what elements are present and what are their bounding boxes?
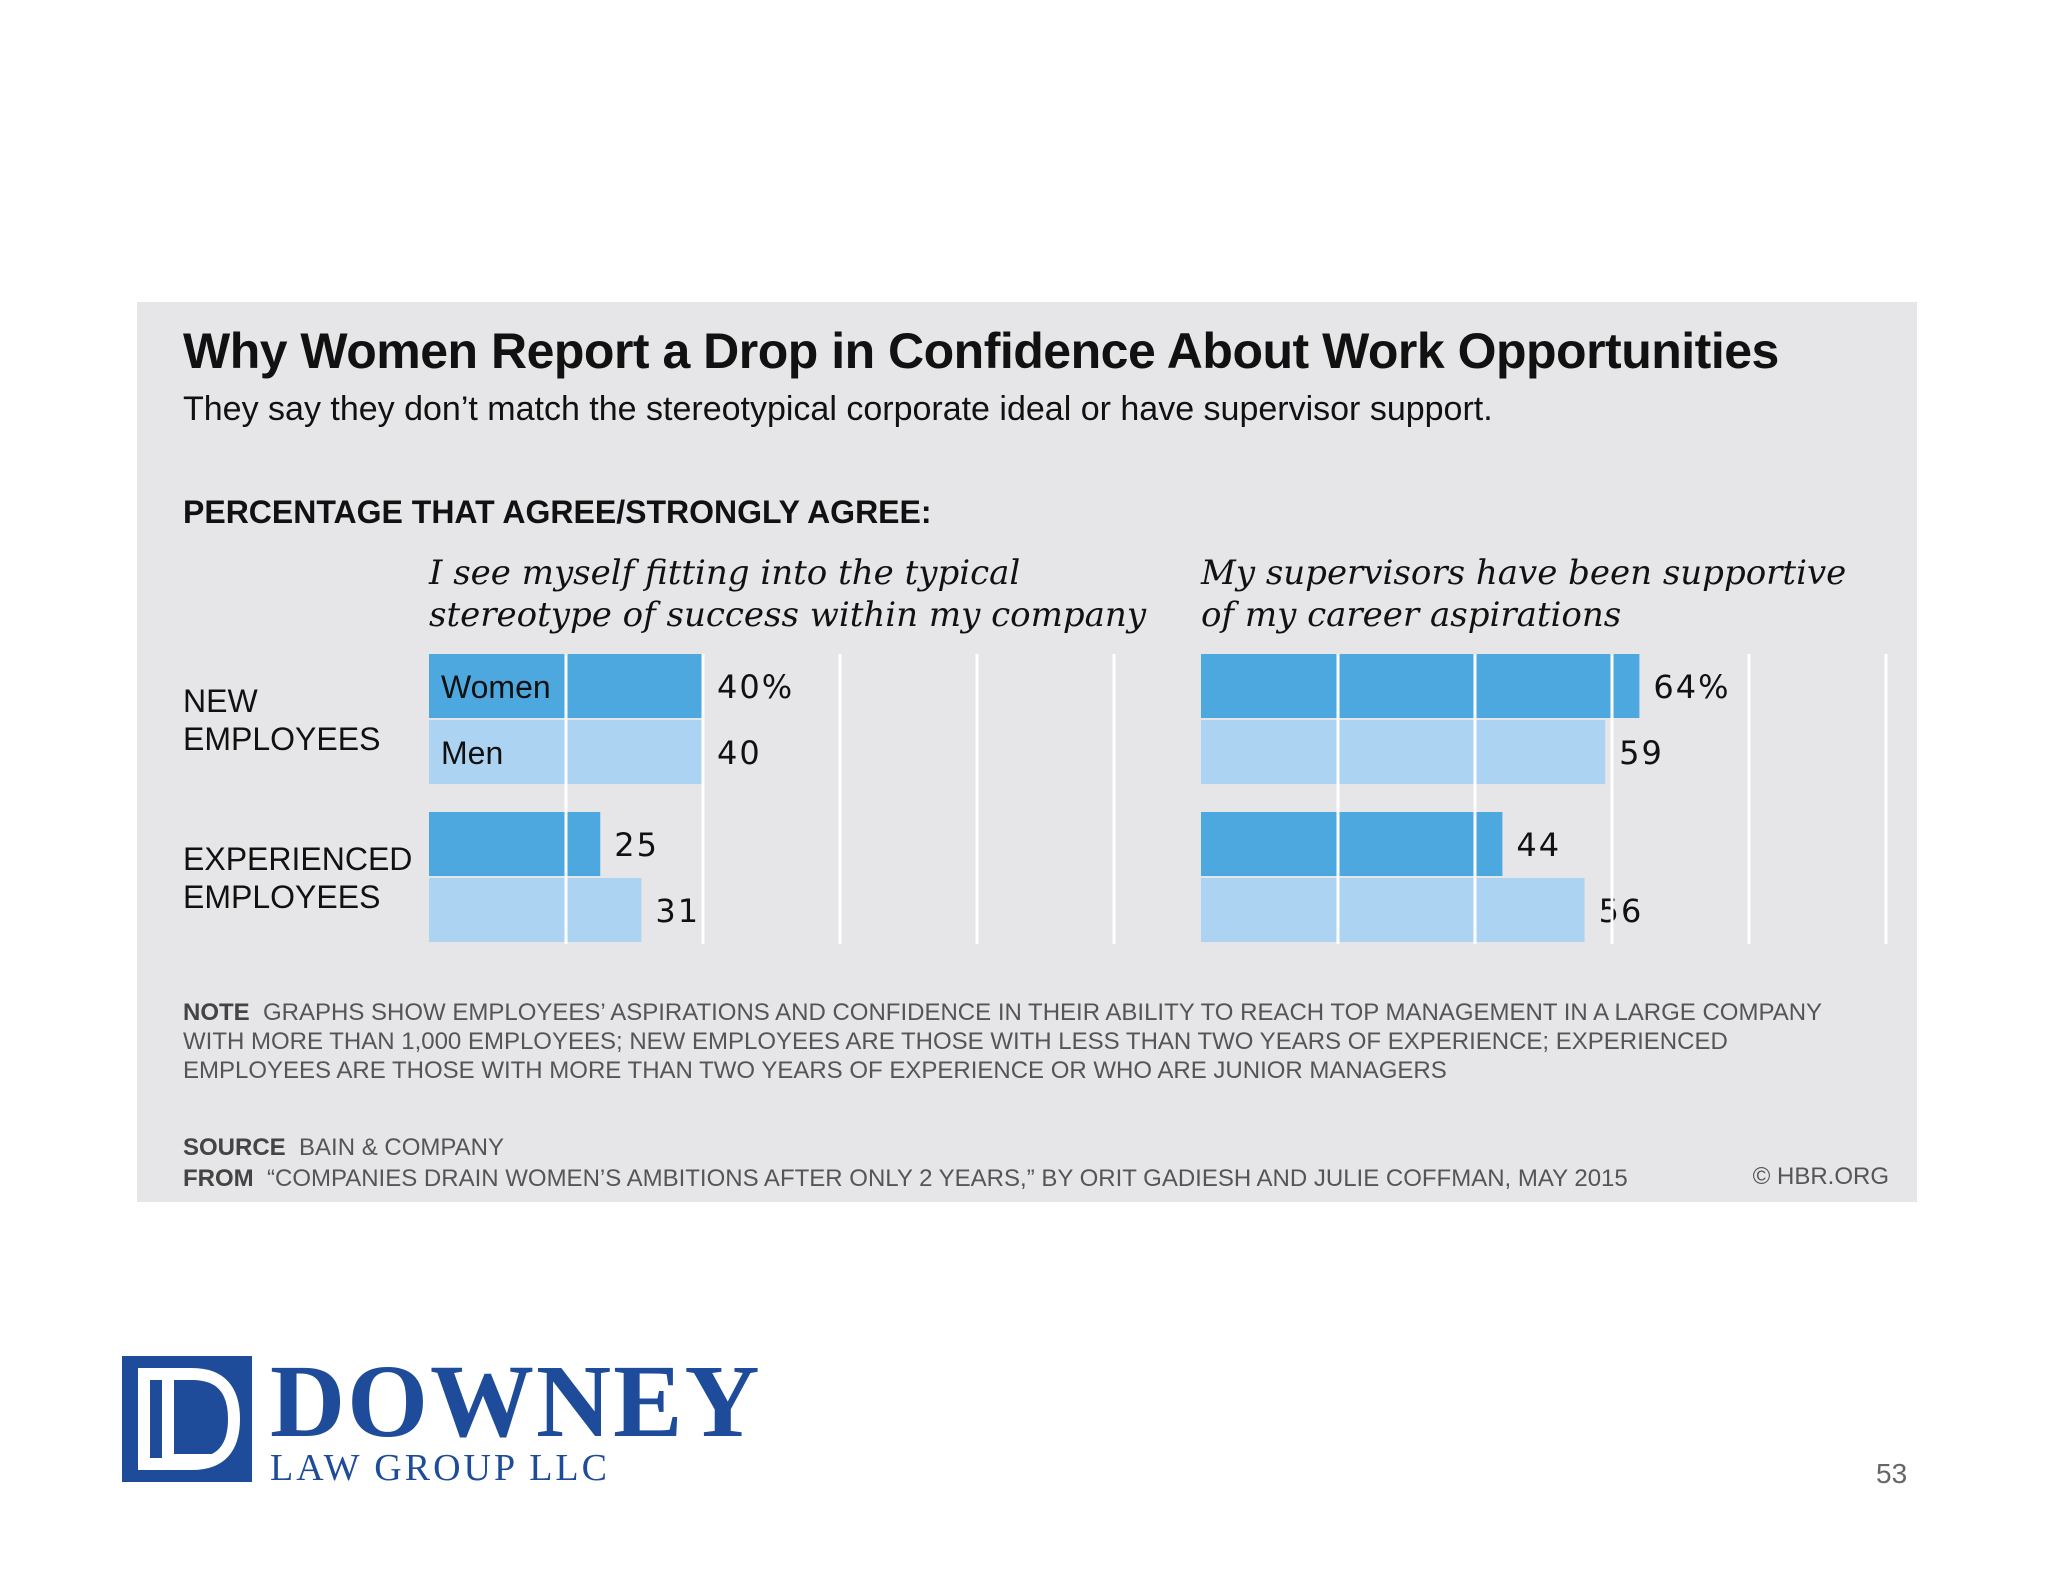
group-label-line: EMPLOYEES xyxy=(183,879,381,915)
group-label-line: EMPLOYEES xyxy=(183,721,381,757)
chart-title: Why Women Report a Drop in Confidence Ab… xyxy=(183,323,1779,379)
source-text: BAIN & COMPANY xyxy=(299,1134,504,1161)
section-label: PERCENTAGE THAT AGREE/STRONGLY AGREE: xyxy=(183,494,932,530)
group-label-experienced: EXPERIENCED EMPLOYEES xyxy=(183,840,412,916)
panel-title-supervisors: My supervisors have been supportive of m… xyxy=(1201,552,1846,636)
data-label: 64% xyxy=(1653,668,1730,706)
panel-title-line: I see myself fitting into the typical xyxy=(429,553,1021,593)
source-label: SOURCE xyxy=(183,1134,286,1161)
bar-men-new xyxy=(1201,720,1606,784)
chart-note: NOTE GRAPHS SHOW EMPLOYEES’ ASPIRATIONS … xyxy=(183,998,1823,1085)
group-label-new: NEW EMPLOYEES xyxy=(183,682,380,758)
data-label: 56 xyxy=(1599,892,1644,930)
bar-women-experienced xyxy=(429,812,601,876)
bar-women-new xyxy=(1201,654,1640,718)
panel-title-stereotype: I see myself fitting into the typical st… xyxy=(429,552,1146,636)
group-label-line: NEW xyxy=(183,683,258,719)
logo-subtitle: LAW GROUP LLC xyxy=(270,1447,610,1489)
data-label: 40 xyxy=(717,734,762,772)
legend-label-women: Women xyxy=(441,669,551,705)
bar-women-experienced xyxy=(1201,812,1503,876)
data-label: 59 xyxy=(1619,734,1664,772)
note-label: NOTE xyxy=(183,999,250,1026)
page-number: 53 xyxy=(1876,1458,1908,1489)
logo-monogram-icon xyxy=(122,1356,252,1482)
from-label: FROM xyxy=(183,1165,254,1192)
panel-title-line: My supervisors have been supportive xyxy=(1201,553,1847,593)
panel-title-line: stereotype of success within my company xyxy=(429,595,1147,635)
logo-name: DOWNEY xyxy=(270,1344,762,1459)
legend-label-men: Men xyxy=(441,735,503,771)
bar-men-experienced xyxy=(429,878,642,942)
panel-title-line: of my career aspirations xyxy=(1201,595,1622,635)
bar-men-experienced xyxy=(1201,878,1585,942)
copyright: © HBR.ORG xyxy=(1752,1163,1889,1190)
chart-source: SOURCE BAIN & COMPANY FROM “COMPANIES DR… xyxy=(183,1132,1628,1194)
data-label: 25 xyxy=(614,826,659,864)
bar-chart: 40% Women 40 Men 25 31 64% 59 44 56 xyxy=(429,654,1888,944)
chart-card: Why Women Report a Drop in Confidence Ab… xyxy=(137,302,1917,1202)
data-label: 31 xyxy=(655,892,700,930)
chart-subtitle: They say they don’t match the stereotypi… xyxy=(183,390,1493,428)
note-text: GRAPHS SHOW EMPLOYEES’ ASPIRATIONS AND C… xyxy=(183,999,1822,1084)
group-label-line: EXPERIENCED xyxy=(183,841,413,877)
data-label: 40% xyxy=(717,668,794,706)
downey-logo: DOWNEY LAW GROUP LLC xyxy=(122,1344,760,1489)
from-text: “COMPANIES DRAIN WOMEN’S AMBITIONS AFTER… xyxy=(267,1165,1628,1192)
data-label: 44 xyxy=(1516,826,1561,864)
